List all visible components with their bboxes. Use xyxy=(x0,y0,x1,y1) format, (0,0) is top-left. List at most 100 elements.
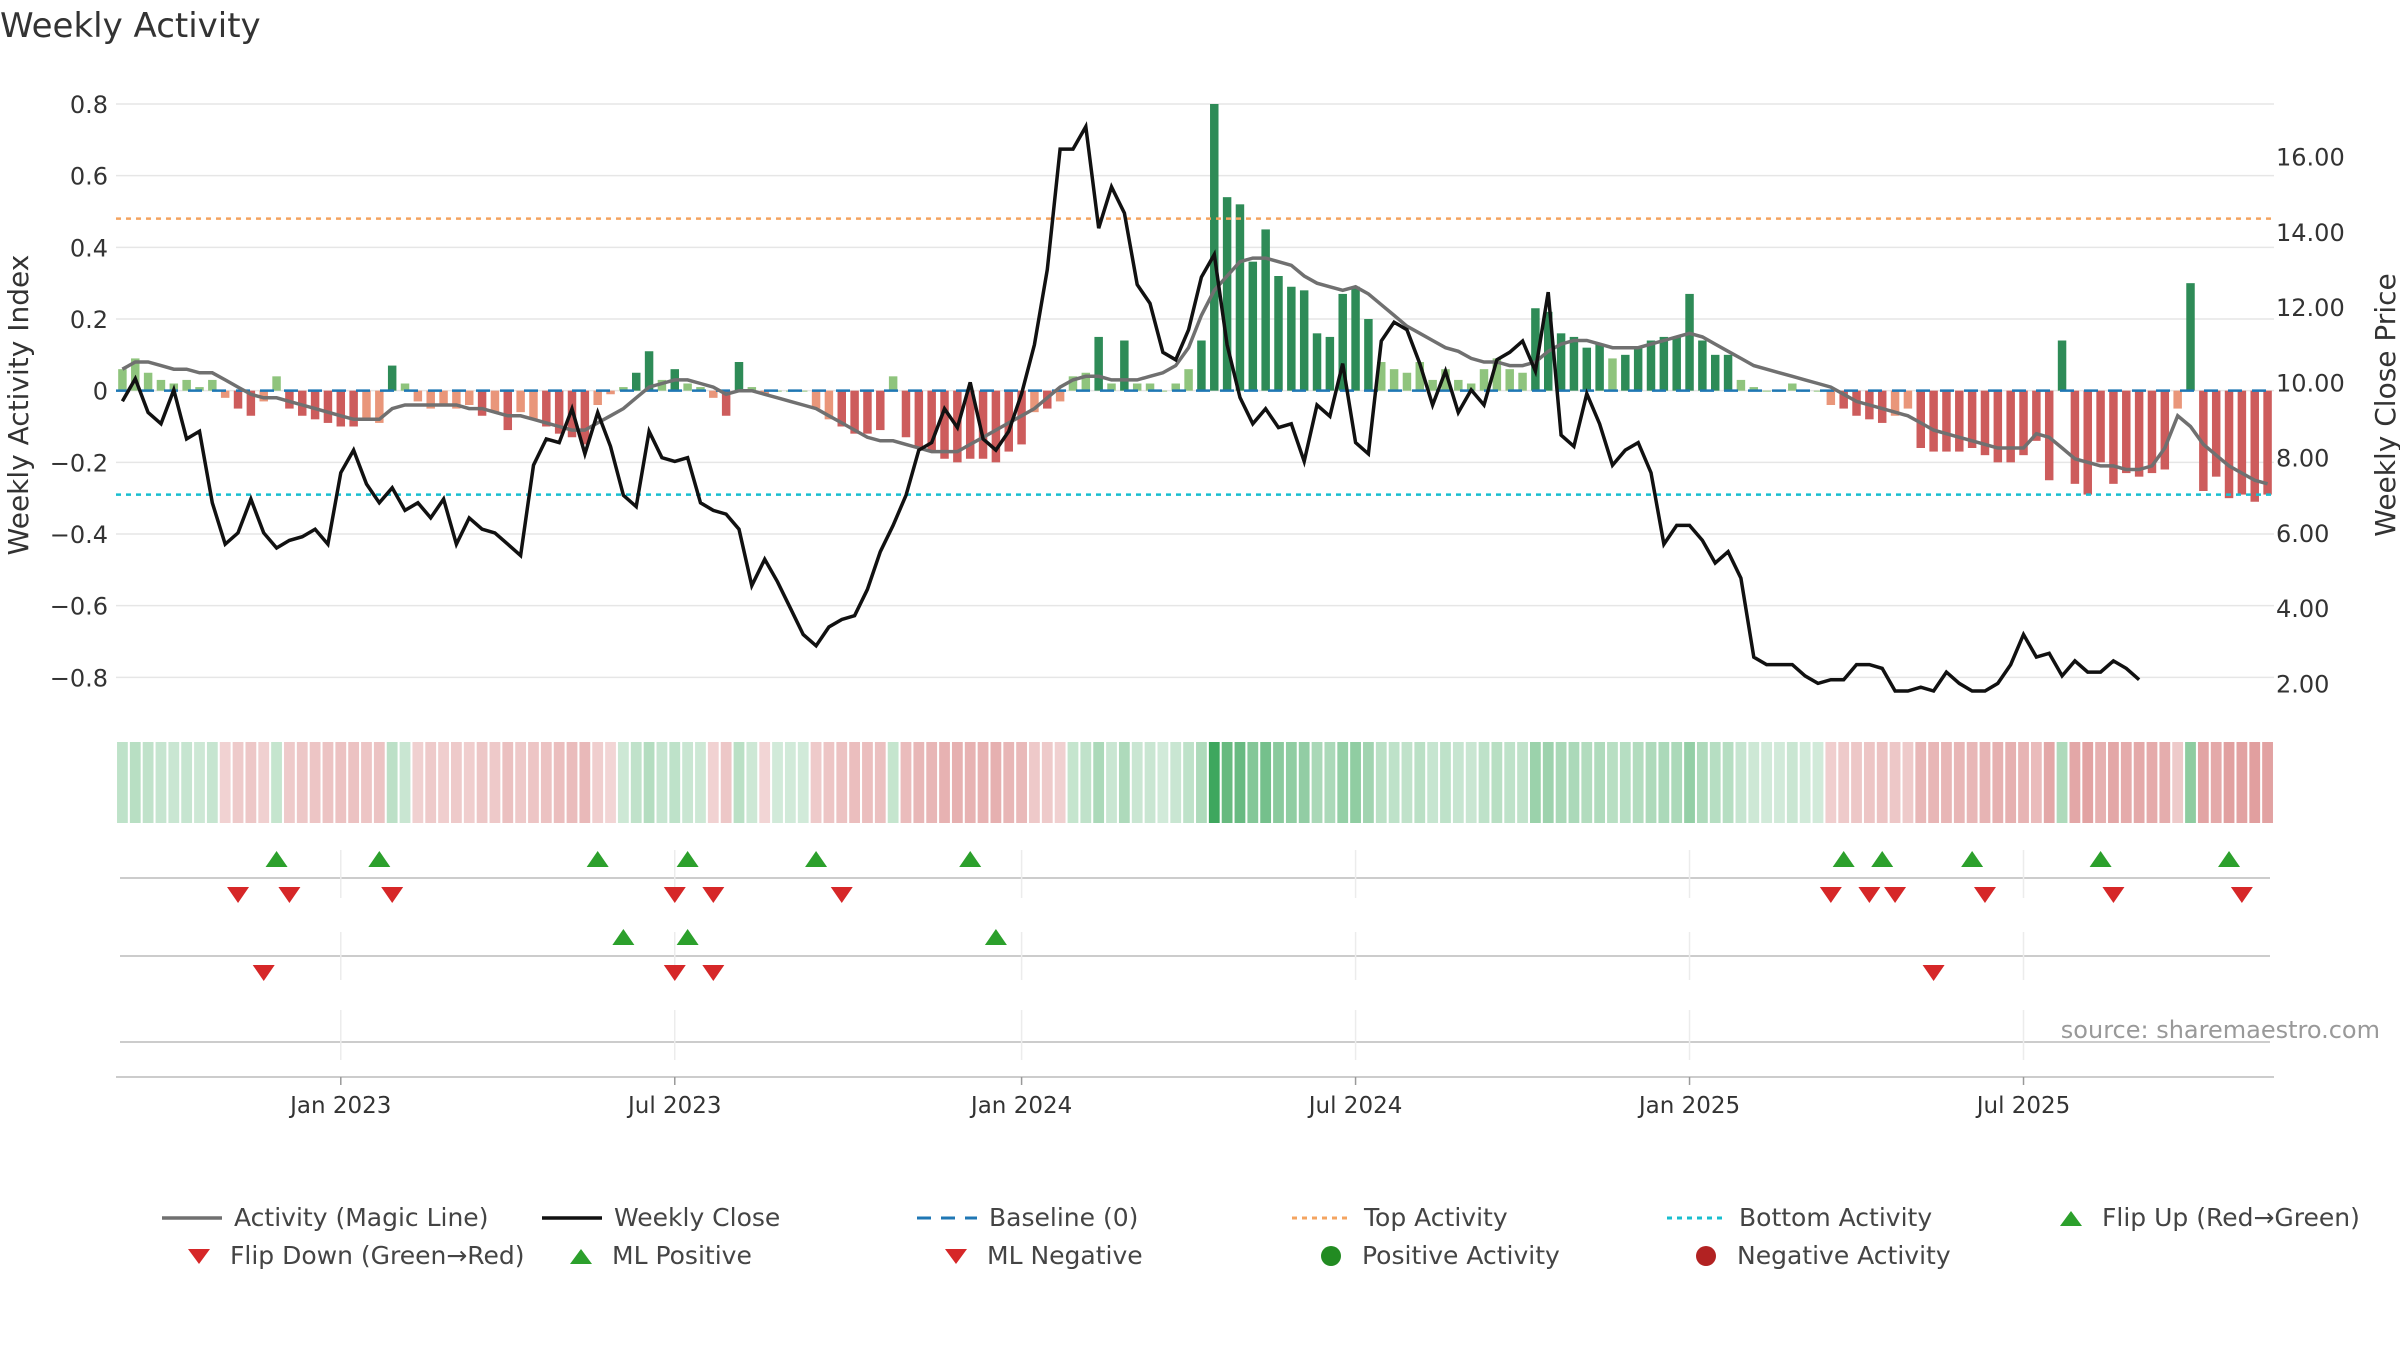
heat-cell xyxy=(399,742,411,823)
heat-cell xyxy=(2249,742,2261,823)
heat-cell xyxy=(373,742,385,823)
heat-cell xyxy=(194,742,205,823)
activity-bar xyxy=(1698,340,1707,391)
heat-cell xyxy=(296,742,308,823)
heat-cell xyxy=(1709,742,1721,823)
heat-cell xyxy=(1851,742,1862,823)
activity-bar xyxy=(272,376,281,391)
heat-cell xyxy=(2236,742,2248,823)
flip-down-marker xyxy=(2230,887,2253,903)
activity-bar xyxy=(644,351,654,391)
activity-bar xyxy=(220,390,230,398)
heat-cell xyxy=(2159,742,2171,823)
heat-cell xyxy=(900,742,912,823)
activity-bar xyxy=(1762,390,1771,392)
activity-bar xyxy=(1222,197,1232,391)
heat-cell xyxy=(643,742,655,823)
heat-cell xyxy=(271,742,282,823)
legend-swatch xyxy=(570,1248,592,1264)
grid-layer xyxy=(116,103,2274,679)
source-text: source: sharemaestro.com xyxy=(2060,1016,2380,1044)
heat-cell xyxy=(117,742,128,823)
heat-cell xyxy=(1928,742,1939,823)
heat-cell xyxy=(502,742,514,823)
heat-cell xyxy=(515,742,527,823)
activity-bar xyxy=(1030,390,1039,413)
activity-bar xyxy=(1377,362,1386,391)
legend-swatch xyxy=(1292,1216,1352,1219)
activity-bar xyxy=(2083,390,2092,495)
heat-strip xyxy=(117,742,2273,823)
legend-swatch xyxy=(542,1215,602,1220)
heat-cell xyxy=(1607,742,1618,823)
heat-cell xyxy=(245,742,257,823)
activity-bar xyxy=(876,390,885,431)
activity-bar xyxy=(1287,286,1296,391)
heat-cell xyxy=(168,742,180,823)
activity-bar xyxy=(1505,369,1514,391)
y-axis-label: Weekly Activity Index xyxy=(2,255,35,556)
heat-cell xyxy=(2133,742,2145,823)
heat-cell xyxy=(1196,742,1207,823)
flip-down-marker xyxy=(702,965,725,981)
heat-cell xyxy=(2069,742,2081,823)
heat-cell xyxy=(425,742,437,823)
heat-cell xyxy=(617,742,629,823)
heat-cell xyxy=(1016,742,1027,823)
legend-label: Bottom Activity xyxy=(1739,1203,1933,1232)
activity-bar xyxy=(1993,390,2003,463)
activity-bar xyxy=(195,387,204,391)
legend-item-flip-up: Flip Up (Red→Green) xyxy=(2050,1203,2360,1232)
activity-bar xyxy=(542,390,551,427)
heat-cell xyxy=(309,742,321,823)
flip-up-marker xyxy=(676,851,699,867)
activity-bar xyxy=(1813,390,1823,392)
heat-cell xyxy=(951,742,963,823)
legend-swatch xyxy=(162,1215,222,1220)
heat-cell xyxy=(566,742,578,823)
activity-bar xyxy=(1248,261,1258,391)
activity-bar xyxy=(156,379,166,391)
heat-cell xyxy=(451,742,462,823)
flip-up-marker xyxy=(612,929,635,945)
activity-bar xyxy=(323,390,333,423)
activity-bar xyxy=(1132,383,1142,391)
activity-bar xyxy=(580,390,590,445)
flip-down-marker xyxy=(830,887,853,903)
heat-cell xyxy=(2030,742,2042,823)
heat-cell xyxy=(1414,742,1426,823)
activity-bar xyxy=(1980,390,1990,456)
activity-bar xyxy=(1184,369,1193,391)
activity-bar xyxy=(233,390,243,409)
y-tick-label: 0.2 xyxy=(70,306,108,334)
heat-cell xyxy=(939,742,950,823)
activity-bar xyxy=(1518,372,1527,391)
activity-bar xyxy=(2160,390,2170,470)
heat-cell xyxy=(1684,742,1695,823)
heat-cell xyxy=(605,742,616,823)
y2-tick-label: 14.00 xyxy=(2276,219,2345,247)
y2-tick-label: 8.00 xyxy=(2276,445,2329,473)
activity-bar xyxy=(927,390,936,452)
heat-cell xyxy=(977,742,989,823)
activity-bar xyxy=(1903,390,1913,409)
heat-cell xyxy=(1337,742,1349,823)
heat-cell xyxy=(528,742,539,823)
heat-cell xyxy=(361,742,372,823)
activity-bar xyxy=(1531,308,1540,391)
heat-cell xyxy=(1581,742,1593,823)
heat-cell xyxy=(2018,742,2029,823)
activity-bar xyxy=(593,390,602,405)
heat-cell xyxy=(412,742,424,823)
legend-label: Baseline (0) xyxy=(989,1203,1139,1232)
activity-bar xyxy=(1094,336,1103,391)
heat-cell xyxy=(1054,742,1066,823)
heat-cell xyxy=(772,742,783,823)
flip-down-marker xyxy=(1858,887,1881,903)
x-tick-label: Jan 2024 xyxy=(969,1093,1072,1119)
heat-cell xyxy=(2120,742,2132,823)
activity-bar xyxy=(619,387,628,391)
activity-bar xyxy=(1171,383,1180,391)
heat-cell xyxy=(1170,742,1182,823)
activity-bar xyxy=(811,390,821,409)
